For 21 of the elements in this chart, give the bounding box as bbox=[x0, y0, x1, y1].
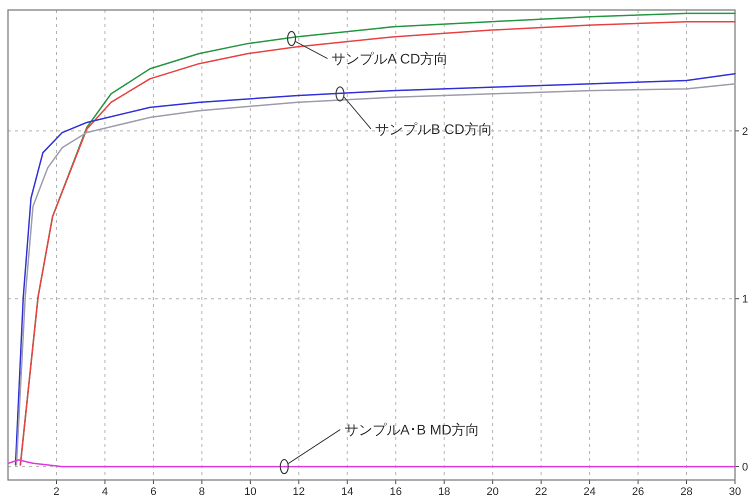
x-tick-label: 30 bbox=[728, 486, 742, 498]
x-tick-label: 26 bbox=[632, 486, 644, 498]
y-tick-label: 1 bbox=[742, 294, 748, 306]
annotation: サンプルA CD方向 bbox=[332, 50, 448, 67]
y-tick-label: 2 bbox=[742, 126, 748, 138]
x-tick-label: 24 bbox=[583, 486, 596, 498]
x-tick-label: 14 bbox=[341, 486, 354, 498]
x-tick-label: 8 bbox=[198, 486, 205, 498]
annotation: サンプルA･B MD方向 bbox=[344, 422, 480, 438]
x-tick-label: 28 bbox=[680, 486, 693, 498]
y-tick-label: 0 bbox=[742, 462, 748, 474]
x-tick-label: 18 bbox=[438, 486, 450, 498]
x-tick-label: 4 bbox=[102, 486, 108, 498]
x-tick-label: 2 bbox=[53, 486, 60, 498]
x-tick-label: 22 bbox=[535, 486, 548, 498]
x-tick-label: 6 bbox=[150, 486, 156, 498]
x-tick-label: 10 bbox=[244, 486, 256, 498]
x-tick-label: 12 bbox=[292, 486, 305, 498]
x-tick-label: 20 bbox=[486, 486, 499, 498]
x-tick-label: 16 bbox=[390, 486, 402, 498]
annotation: サンプルB CD方向 bbox=[374, 120, 492, 137]
